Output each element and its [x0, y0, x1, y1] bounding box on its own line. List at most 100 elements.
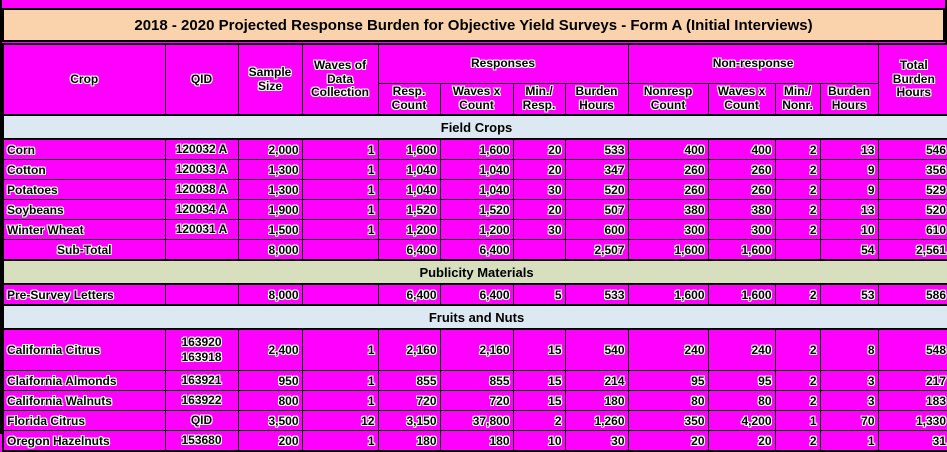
value-cell: 260: [627, 159, 709, 180]
value-cell: 2: [774, 390, 821, 411]
value-cell: 1,330: [877, 410, 947, 431]
col-header-burden-hours-nonresp: Burden Hours: [819, 83, 879, 116]
value-cell: 1,260: [564, 410, 629, 431]
value-cell: 1,040: [439, 179, 514, 200]
value-cell: 2: [774, 370, 821, 391]
value-cell: 3,150: [377, 410, 441, 431]
top-strip: [2, 0, 945, 8]
value-cell: 300: [627, 219, 709, 240]
value-cell: 540: [564, 328, 629, 371]
crop-cell: Pre-Survey Letters: [2, 283, 166, 306]
col-header-min-resp: Min./ Resp.: [512, 83, 566, 116]
value-cell: 9: [819, 159, 879, 180]
value-cell: 8,000: [237, 283, 303, 306]
value-cell: 80: [707, 390, 776, 411]
value-cell: 1,200: [439, 219, 514, 240]
value-cell: 240: [627, 328, 709, 371]
col-header-burden-hours-resp: Burden Hours: [564, 83, 629, 116]
value-cell: 15: [512, 328, 566, 371]
col-header-total-burden: Total Burden Hours: [877, 43, 947, 116]
value-cell: 1: [774, 410, 821, 431]
col-header-waves-x-count-resp: Waves x Count: [439, 83, 514, 116]
col-header-waves-x-count-nonresp: Waves x Count: [707, 83, 776, 116]
section-title: Field Crops: [1, 114, 947, 140]
crop-cell: Corn: [2, 138, 166, 160]
value-cell: 600: [564, 219, 629, 240]
value-cell: 347: [564, 159, 629, 180]
value-cell: 1: [301, 219, 379, 240]
value-cell: 1,900: [237, 199, 303, 220]
table-body: Field Crops Corn 120032 A 2,000 1 1,600 1,600 2…: [1, 114, 947, 452]
value-cell: 240: [707, 328, 776, 371]
value-cell: 1: [301, 199, 379, 220]
value-cell: 350: [627, 410, 709, 431]
value-cell: 6,400: [377, 239, 441, 261]
value-cell: 6,400: [377, 283, 441, 306]
burden-table: Crop QID Sample Size Waves of Data Colle…: [1, 43, 947, 452]
value-cell: 2: [774, 283, 821, 306]
value-cell: 214: [564, 370, 629, 391]
value-cell: 10: [819, 219, 879, 240]
value-cell: 533: [564, 283, 629, 306]
table-row: Claifornia Almonds 163921 950 1 855 855 15 214 9…: [2, 370, 947, 391]
crop-cell: Soybeans: [2, 199, 166, 220]
table-row: Winter Wheat 120031 A 1,500 1 1,200 1,200 30 60…: [2, 219, 947, 240]
col-header-sample-size: Sample Size: [237, 43, 303, 116]
value-cell: 2: [774, 199, 821, 220]
header-row-groups: Crop QID Sample Size Waves of Data Colle…: [2, 43, 947, 116]
value-cell: 546: [877, 138, 947, 160]
value-cell: 54: [819, 239, 879, 261]
value-cell: 20: [512, 159, 566, 180]
value-cell: 1: [301, 370, 379, 391]
value-cell: 6,400: [439, 283, 514, 306]
value-cell: 2,400: [237, 328, 303, 371]
value-cell: 6,400: [439, 239, 514, 261]
col-header-waves: Waves of Data Collection: [301, 43, 379, 116]
value-cell: 3,500: [237, 410, 303, 431]
table-row: Florida Citrus QID 3,500 12 3,150 37,800 2 1,26…: [2, 410, 947, 431]
value-cell: 95: [707, 370, 776, 391]
value-cell: 1,600: [627, 239, 709, 261]
value-cell: 95: [627, 370, 709, 391]
value-cell: 1: [301, 328, 379, 371]
value-cell: 163920 163918: [164, 328, 239, 371]
crop-cell: Sub-Total: [2, 239, 166, 261]
value-cell: 586: [877, 283, 947, 306]
col-header-crop: Crop: [2, 43, 166, 116]
section-header-row: Field Crops: [1, 114, 947, 140]
value-cell: 1,520: [439, 199, 514, 220]
value-cell: 2: [774, 179, 821, 200]
value-cell: 533: [564, 138, 629, 160]
value-cell: 260: [707, 179, 776, 200]
value-cell: 356: [877, 159, 947, 180]
col-header-min-nonr: Min./ Nonr.: [774, 83, 821, 116]
table-row: Corn 120032 A 2,000 1 1,600 1,600 20 533 400 400 2…: [2, 138, 947, 160]
value-cell: [164, 239, 239, 261]
value-cell: 163921: [164, 370, 239, 391]
value-cell: 15: [512, 390, 566, 411]
value-cell: 1,600: [707, 283, 776, 306]
value-cell: [164, 283, 239, 306]
value-cell: 70: [819, 410, 879, 431]
value-cell: 1,500: [237, 219, 303, 240]
value-cell: 2,160: [439, 328, 514, 371]
title-bar: 2018 - 2020 Projected Response Burden fo…: [2, 8, 945, 42]
value-cell: 5: [512, 283, 566, 306]
value-cell: [774, 239, 821, 261]
table-row: Potatoes 120038 A 1,300 1 1,040 1,040 30 520 260…: [2, 179, 947, 200]
value-cell: [301, 283, 379, 306]
section-title: Publicity Materials: [1, 259, 947, 285]
value-cell: 80: [627, 390, 709, 411]
value-cell: 1,200: [377, 219, 441, 240]
value-cell: 30: [512, 179, 566, 200]
value-cell: 183: [877, 390, 947, 411]
value-cell: 1,600: [627, 283, 709, 306]
value-cell: 8,000: [237, 239, 303, 261]
value-cell: [301, 239, 379, 261]
value-cell: 120032 A: [164, 138, 239, 160]
group-header-responses: Responses: [377, 43, 629, 84]
section-header-row: Fruits and Nuts: [1, 304, 947, 330]
value-cell: [512, 239, 566, 261]
group-header-nonresponse: Non-response: [627, 43, 879, 84]
